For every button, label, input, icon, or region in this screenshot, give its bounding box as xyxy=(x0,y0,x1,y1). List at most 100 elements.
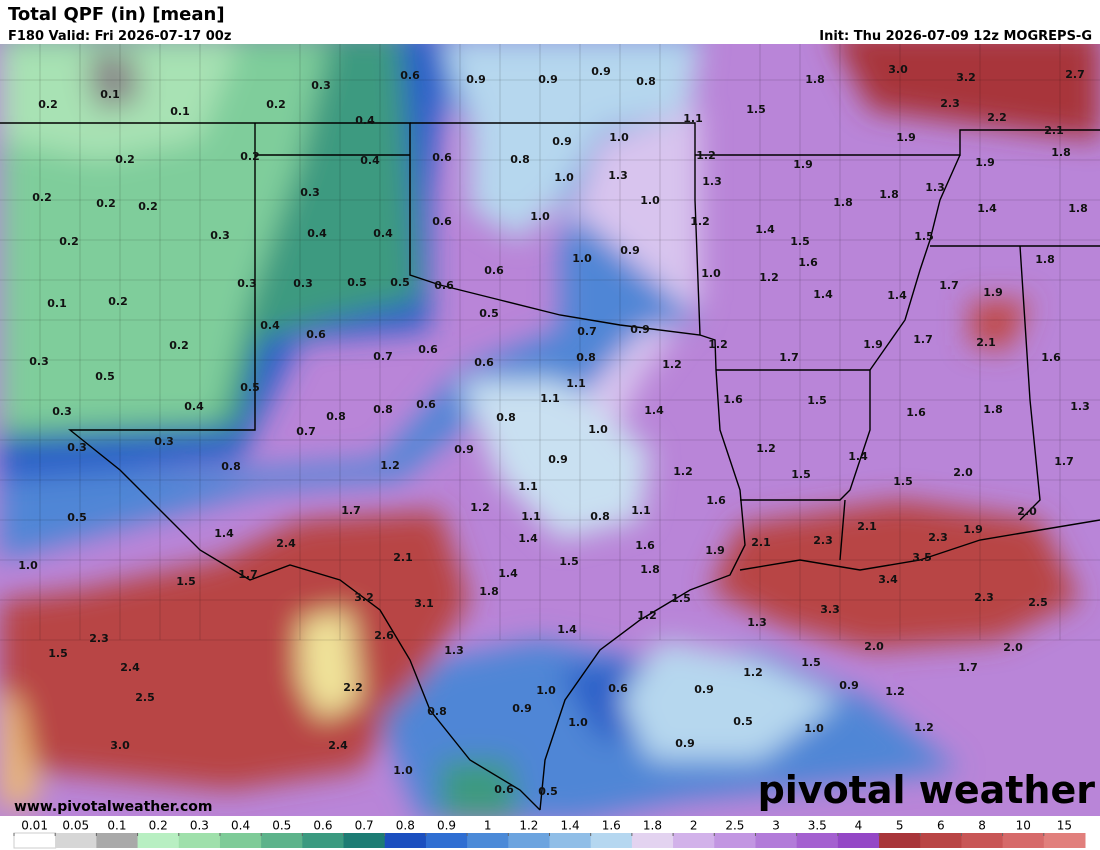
qpf-label: 0.3 xyxy=(52,405,72,418)
qpf-label: 1.6 xyxy=(798,256,818,269)
qpf-label: 0.6 xyxy=(608,682,628,695)
qpf-label: 1.2 xyxy=(708,338,728,351)
legend-swatch xyxy=(219,833,262,848)
qpf-label: 2.6 xyxy=(374,629,394,642)
qpf-label: 0.6 xyxy=(416,398,436,411)
qpf-label: 1.2 xyxy=(759,271,779,284)
legend-swatch xyxy=(13,832,57,849)
qpf-label: 2.4 xyxy=(120,661,140,674)
qpf-label: 0.8 xyxy=(326,410,346,423)
legend-swatch xyxy=(920,833,962,848)
qpf-label: 3.0 xyxy=(888,63,908,76)
qpf-label: 2.1 xyxy=(393,551,413,564)
qpf-label: 1.4 xyxy=(644,404,664,417)
legend-tick-label: 1.2 xyxy=(519,819,538,833)
qpf-label: 1.2 xyxy=(743,666,763,679)
qpf-label: 1.5 xyxy=(914,230,934,243)
qpf-label: 0.5 xyxy=(479,307,499,320)
legend-swatch xyxy=(590,833,633,848)
qpf-label: 1.3 xyxy=(1070,400,1090,413)
legend-swatch xyxy=(261,833,303,848)
qpf-label: 2.3 xyxy=(89,632,109,645)
qpf-label: 1.6 xyxy=(706,494,726,507)
qpf-label: 1.9 xyxy=(793,158,813,171)
qpf-label: 1.2 xyxy=(690,215,710,228)
qpf-label: 1.3 xyxy=(444,644,464,657)
qpf-label: 0.2 xyxy=(59,235,79,248)
qpf-label: 1.6 xyxy=(723,393,743,406)
qpf-label: 1.5 xyxy=(791,468,811,481)
init-time: Init: Thu 2026-07-09 12z MOGREPS-G xyxy=(819,29,1092,44)
legend-tick-label: 0.05 xyxy=(62,819,89,833)
qpf-label: 0.8 xyxy=(510,153,530,166)
legend-swatch xyxy=(549,833,592,848)
qpf-label: 0.1 xyxy=(100,88,120,101)
qpf-label: 1.0 xyxy=(530,210,550,223)
qpf-label: 1.1 xyxy=(566,377,586,390)
borders xyxy=(0,122,1100,811)
qpf-label: 1.9 xyxy=(705,544,725,557)
qpf-label: 0.3 xyxy=(29,355,49,368)
qpf-label: 1.9 xyxy=(963,523,983,536)
qpf-label: 1.9 xyxy=(896,131,916,144)
legend-tick-label: 3.5 xyxy=(808,819,827,833)
qpf-label: 0.6 xyxy=(400,69,420,82)
qpf-label: 0.4 xyxy=(355,114,375,127)
legend-swatch xyxy=(96,833,139,848)
qpf-label: 0.9 xyxy=(466,73,486,86)
qpf-label: 2.2 xyxy=(343,681,363,694)
legend-swatch xyxy=(714,833,756,848)
qpf-label: 0.3 xyxy=(311,79,331,92)
qpf-label: 0.7 xyxy=(296,425,316,438)
qpf-label: 1.2 xyxy=(637,609,657,622)
qpf-label: 0.5 xyxy=(347,276,367,289)
qpf-label: 0.9 xyxy=(552,135,572,148)
legend-tick-label: 0.3 xyxy=(190,819,209,833)
qpf-label: 2.1 xyxy=(976,336,996,349)
qpf-label: 0.4 xyxy=(373,227,393,240)
qpf-label: 0.9 xyxy=(694,683,714,696)
qpf-label: 1.0 xyxy=(393,764,413,777)
qpf-label: 1.3 xyxy=(925,181,945,194)
qpf-label: 0.8 xyxy=(576,351,596,364)
qpf-label: 0.6 xyxy=(432,151,452,164)
qpf-label: 0.3 xyxy=(67,441,87,454)
legend-tick-label: 5 xyxy=(896,819,904,833)
qpf-label: 1.4 xyxy=(755,223,775,236)
qpf-label: 3.5 xyxy=(912,551,932,564)
qpf-label: 0.6 xyxy=(484,264,504,277)
precip-field xyxy=(0,44,1100,816)
qpf-label: 0.5 xyxy=(240,381,260,394)
qpf-label: 1.0 xyxy=(804,722,824,735)
legend-swatch xyxy=(425,833,468,848)
qpf-label: 0.9 xyxy=(591,65,611,78)
legend-tick-label: 0.01 xyxy=(21,819,48,833)
legend-tick-label: 2 xyxy=(690,819,698,833)
qpf-label: 1.2 xyxy=(470,501,490,514)
qpf-label: 2.3 xyxy=(974,591,994,604)
legend-tick-label: 15 xyxy=(1057,819,1072,833)
qpf-label: 0.9 xyxy=(630,323,650,336)
qpf-label: 0.8 xyxy=(427,705,447,718)
qpf-label: 0.9 xyxy=(620,244,640,257)
qpf-label: 1.6 xyxy=(906,406,926,419)
qpf-label: 1.4 xyxy=(848,450,868,463)
qpf-label: 1.5 xyxy=(801,656,821,669)
qpf-label: 0.5 xyxy=(538,785,558,798)
qpf-label: 1.5 xyxy=(559,555,579,568)
qpf-label: 2.5 xyxy=(1028,596,1048,609)
legend-tick-label: 2.5 xyxy=(725,819,744,833)
legend-tick-label: 1.4 xyxy=(561,819,580,833)
qpf-label: 0.9 xyxy=(538,73,558,86)
qpf-label: 2.1 xyxy=(857,520,877,533)
qpf-label: 1.0 xyxy=(609,131,629,144)
qpf-label: 0.8 xyxy=(496,411,516,424)
qpf-label: 0.1 xyxy=(47,297,67,310)
qpf-label: 1.0 xyxy=(588,423,608,436)
legend-swatch xyxy=(673,833,715,848)
qpf-label: 0.3 xyxy=(210,229,230,242)
qpf-label: 1.0 xyxy=(554,171,574,184)
qpf-label: 1.1 xyxy=(631,504,651,517)
qpf-label: 0.4 xyxy=(360,154,380,167)
